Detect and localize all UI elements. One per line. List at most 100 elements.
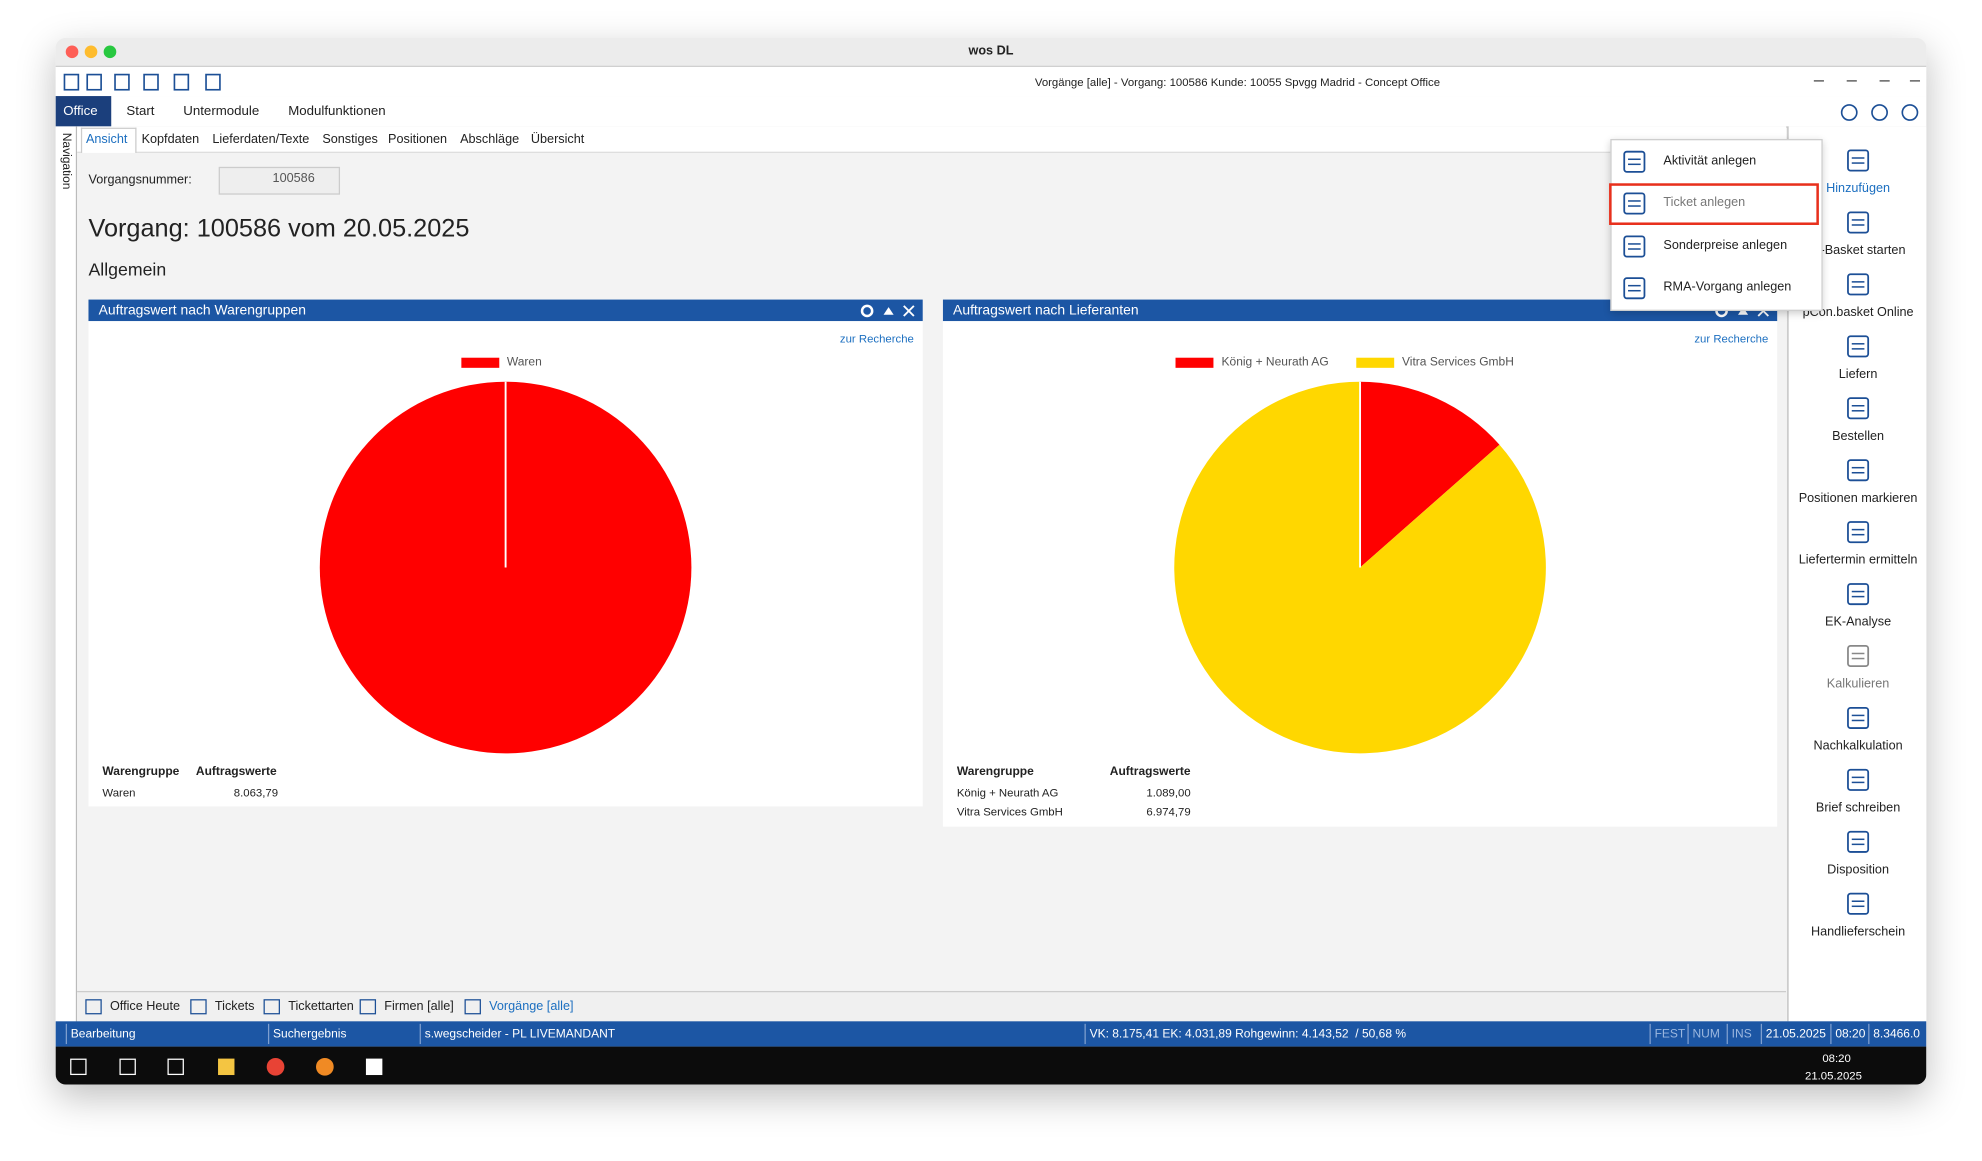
sub-tab[interactable]: Ansicht	[85, 132, 128, 147]
toolbar-button[interactable]: Kalkulieren	[1826, 677, 1890, 692]
toolbar-icon	[1847, 583, 1870, 606]
toolbar-button[interactable]: Bestellen	[1832, 429, 1885, 444]
bottom-tab[interactable]: Firmen [alle]	[384, 999, 454, 1014]
app-title: Vorgänge [alle] - Vorgang: 100586 Kunde:…	[1034, 75, 1441, 89]
panel-title: Auftragswert nach Warengruppen	[98, 303, 306, 319]
heading: Vorgang: 100586 vom 20.05.2025	[88, 214, 470, 243]
menu-item[interactable]: Sonderpreise anlegen	[1663, 238, 1788, 253]
table-cell: 1.089,00	[1146, 786, 1191, 799]
sub-tab[interactable]: Sonstiges	[322, 132, 378, 147]
ribbon-tab[interactable]: Untermodule	[183, 103, 260, 119]
icon-shape	[1847, 706, 1870, 729]
icon-shape	[63, 73, 80, 91]
taskbar-icon	[70, 1058, 87, 1076]
table-header: Warengruppe	[102, 764, 180, 779]
tab-icon	[85, 999, 102, 1015]
tab-icon	[464, 999, 481, 1015]
toolbar-button[interactable]: Liefertermin ermitteln	[1798, 553, 1918, 568]
max-dot[interactable]	[103, 45, 117, 59]
menu-item[interactable]: Ticket anlegen	[1663, 196, 1746, 211]
panel-link[interactable]: zur Recherche	[839, 332, 914, 346]
legend-swatch	[1356, 357, 1395, 368]
icon-shape	[1847, 211, 1870, 234]
menu-icon	[1623, 192, 1646, 215]
legend-label: König + Neurath AG	[1221, 355, 1329, 370]
menu-item[interactable]: RMA-Vorgang anlegen	[1663, 280, 1792, 295]
toolbar-button[interactable]: Brief schreiben	[1815, 801, 1901, 816]
table-header: Warengruppe	[956, 764, 1034, 779]
toolbar-icon	[205, 73, 221, 91]
legend-label: Vitra Services GmbH	[1402, 355, 1514, 370]
icon-shape	[85, 999, 102, 1015]
status-field: Suchergebnis	[273, 1027, 347, 1042]
taskbar-icon	[316, 1057, 334, 1076]
ribbon-tab[interactable]: Start	[126, 103, 155, 119]
sub-tab[interactable]: Abschläge	[460, 132, 520, 147]
subtabs-bar	[77, 126, 1787, 153]
help-icon	[1901, 104, 1919, 121]
taskbar-icon	[167, 1058, 184, 1076]
sub-tab[interactable]: Kopfdaten	[141, 132, 200, 147]
status-field: 21.05.2025	[1765, 1027, 1826, 1042]
menu-item[interactable]: Aktivität anlegen	[1663, 154, 1757, 169]
panel-link[interactable]: zur Recherche	[1694, 332, 1769, 346]
icon-shape	[1847, 521, 1870, 544]
status-field: VK: 8.175,41 EK: 4.031,89 Rohgewinn: 4.1…	[1089, 1027, 1407, 1042]
panel-title: Auftragswert nach Lieferanten	[953, 303, 1139, 319]
icon-shape	[903, 305, 915, 317]
status-field: s.wegscheider - PL LIVEMANDANT	[424, 1027, 616, 1042]
toolbar-button[interactable]: Positionen markieren	[1798, 491, 1918, 506]
tab-icon	[263, 999, 280, 1015]
bottom-tab[interactable]: Office Heute	[109, 999, 181, 1014]
bottom-tab[interactable]: Vorgänge [alle]	[489, 999, 574, 1014]
sub-tab[interactable]: Übersicht	[530, 132, 585, 147]
icon-shape	[173, 73, 190, 91]
icon-shape	[1623, 192, 1646, 215]
icon-shape	[70, 1058, 87, 1076]
sub-tab[interactable]: Lieferdaten/Texte	[212, 132, 310, 147]
toolbar-icon	[1847, 149, 1870, 172]
status-separator	[267, 1023, 270, 1045]
table-header: Auftragswerte	[1109, 764, 1191, 779]
ribbon-tab[interactable]: Modulfunktionen	[288, 103, 386, 119]
bottom-tab[interactable]: Tickettarten	[288, 999, 354, 1014]
form-field	[218, 166, 341, 195]
icon-shape	[365, 1058, 383, 1076]
toolbar-icon	[1847, 892, 1870, 915]
toolbar-button[interactable]: EK-Analyse	[1825, 615, 1892, 630]
help-icon	[1840, 104, 1858, 121]
close-dot[interactable]	[65, 45, 79, 59]
bottom-tab[interactable]: Tickets	[214, 999, 255, 1014]
icon-shape	[1847, 768, 1870, 791]
sub-tab[interactable]: Positionen	[388, 132, 448, 147]
toolbar-button[interactable]: nl-Basket starten	[1810, 243, 1906, 258]
side-nav-label[interactable]: Navigation	[59, 132, 74, 190]
icon-shape	[190, 999, 207, 1015]
taskbar-icon	[266, 1057, 285, 1076]
icon-shape	[218, 1058, 235, 1076]
tab-icon	[190, 999, 207, 1015]
status-separator	[419, 1023, 421, 1045]
form-label: Vorgangsnummer:	[88, 173, 192, 188]
menu-icon	[1623, 234, 1646, 257]
toolbar-icon	[173, 73, 190, 91]
bottom-tabs-bar	[77, 990, 1787, 1023]
toolbar-button[interactable]: Nachkalkulation	[1813, 739, 1903, 754]
min-dot[interactable]	[84, 45, 98, 59]
toolbar-icon	[143, 73, 159, 91]
pie-chart	[1174, 381, 1546, 754]
taskbar-time: 08:20	[1822, 1051, 1851, 1065]
status-field: 08:20	[1835, 1027, 1866, 1042]
toolbar-button[interactable]: Liefern	[1838, 367, 1878, 382]
icon-shape	[1847, 273, 1870, 296]
icon-shape	[1623, 277, 1646, 300]
legend-swatch	[1176, 357, 1214, 368]
status-bar	[55, 1021, 1927, 1047]
menu-icon	[1623, 277, 1646, 300]
ribbon-tab[interactable]: Office	[63, 103, 98, 119]
toolbar-button[interactable]: Hinzufügen	[1826, 182, 1891, 196]
toolbar-button[interactable]: Handlieferschein	[1810, 925, 1906, 940]
toolbar-button[interactable]: Disposition	[1827, 863, 1889, 878]
